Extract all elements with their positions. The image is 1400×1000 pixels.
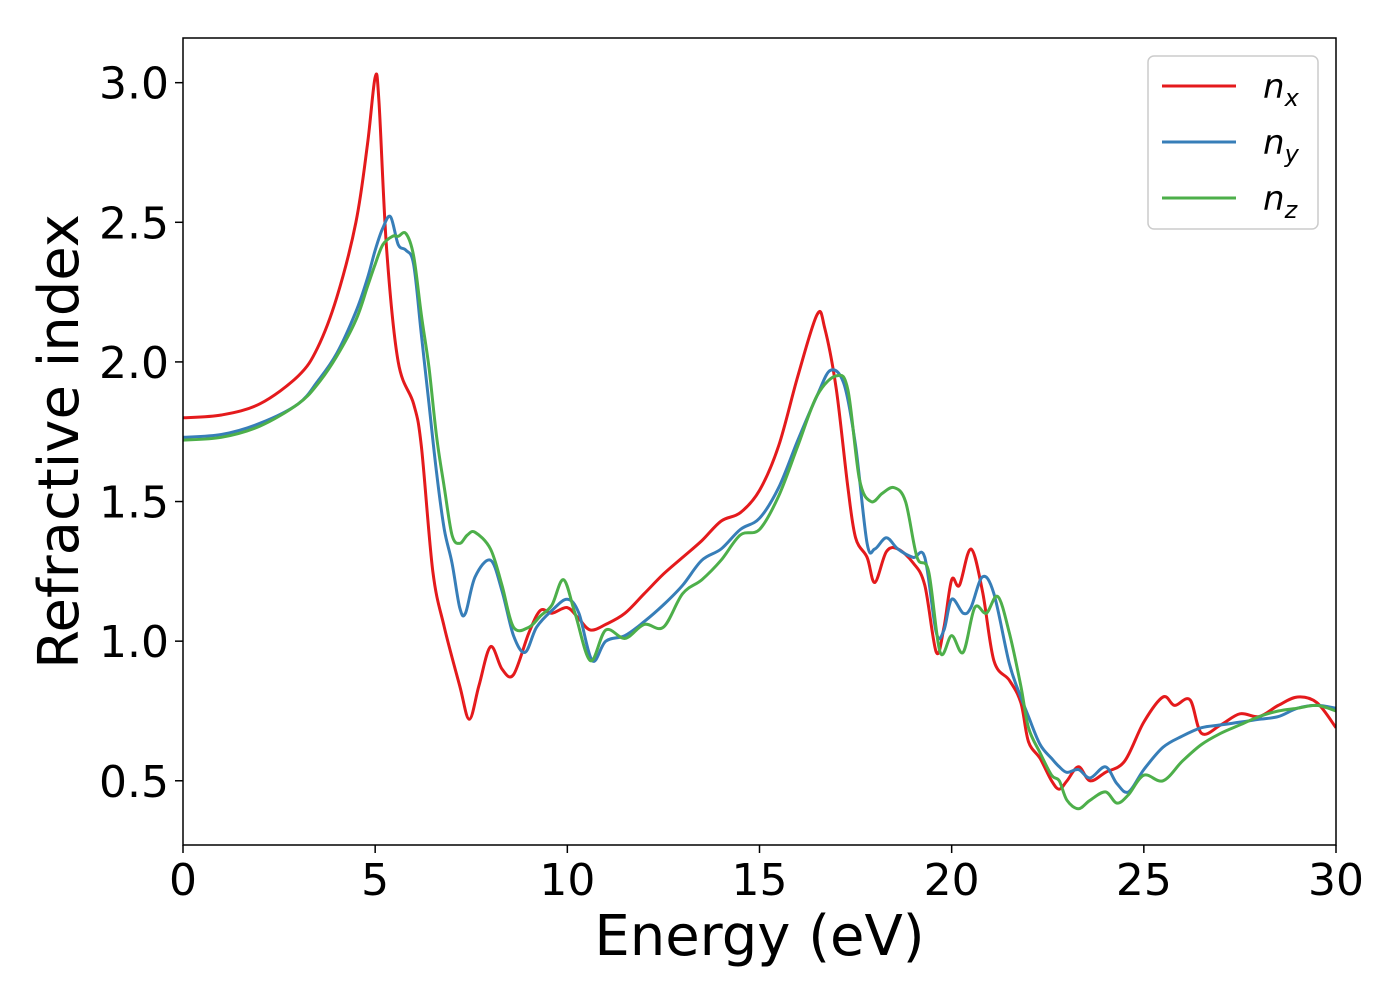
legend-label-y: ny (1263, 123, 1300, 168)
y-tick-label: 3.0 (99, 59, 169, 110)
series-line-z (183, 230, 1336, 811)
series-line-y (183, 214, 1336, 794)
y-tick-label: 2.0 (99, 338, 169, 389)
x-tick-label: 15 (732, 855, 788, 906)
x-tick-label: 5 (361, 855, 389, 906)
x-tick-label: 0 (169, 855, 197, 906)
legend: nx ny nz (1147, 55, 1319, 230)
series-layer (183, 72, 1336, 811)
y-tick-label: 2.5 (99, 198, 169, 249)
plot-background (183, 38, 1336, 845)
series-line-x (183, 72, 1336, 791)
x-tick-label: 20 (924, 855, 980, 906)
y-axis-ticks: 0.5 1.0 1.5 2.0 2.5 3.0 (99, 59, 183, 808)
y-tick-label: 1.0 (99, 617, 169, 668)
y-axis-label: Refractive index (27, 214, 92, 669)
x-tick-label: 30 (1308, 855, 1364, 906)
y-tick-label: 0.5 (99, 757, 169, 808)
x-tick-label: 25 (1116, 855, 1172, 906)
x-axis-ticks: 0 5 10 15 20 25 30 (169, 845, 1364, 906)
x-axis-label: Energy (eV) (594, 904, 924, 969)
x-tick-label: 10 (539, 855, 595, 906)
legend-label-z: nz (1263, 179, 1299, 224)
legend-label-x: nx (1263, 67, 1300, 112)
y-tick-label: 1.5 (99, 478, 169, 529)
